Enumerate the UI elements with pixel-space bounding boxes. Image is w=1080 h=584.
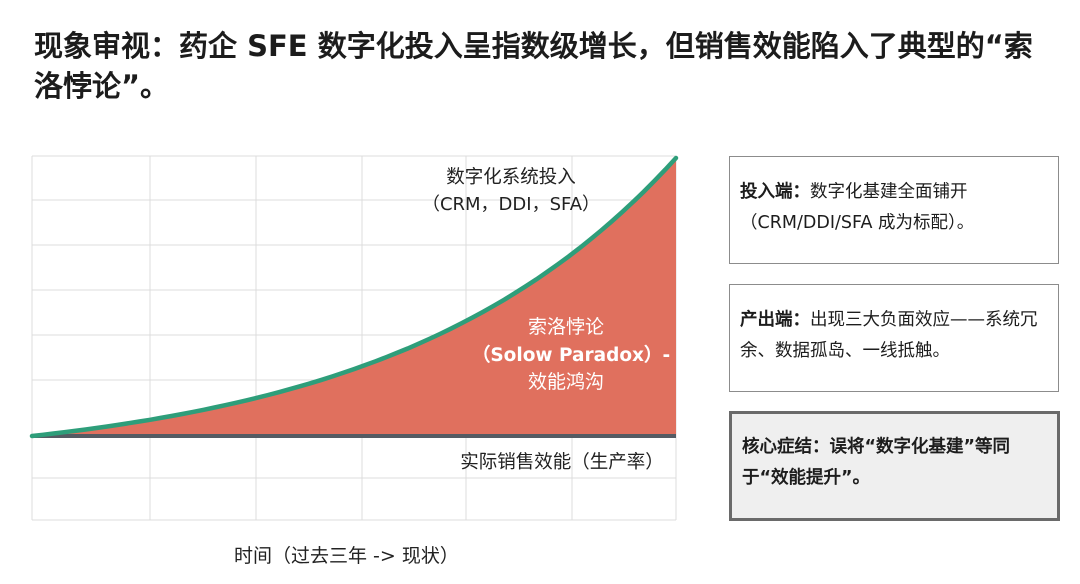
core-issue-card: 核心症结：误将“数字化基建”等同于“效能提升”。 <box>729 411 1060 521</box>
gap-annotation-line2: （Solow Paradox）- <box>472 344 670 366</box>
input-side-card: 投入端：数字化基建全面铺开（CRM/DDI/SFA 成为标配）。 <box>729 156 1059 264</box>
efficiency-gap-area <box>32 158 676 436</box>
efficiency-series-label: 实际销售效能（生产率） <box>460 452 664 473</box>
card-heading: 投入端： <box>740 182 810 202</box>
gap-annotation-line3: 效能鸿沟 <box>528 371 604 393</box>
card-body: 数字化基建全面铺开（CRM/DDI/SFA 成为标配）。 <box>740 182 975 233</box>
x-axis-label: 时间（过去三年 -> 现状） <box>234 545 459 567</box>
investment-series-label: 数字化系统投入 <box>446 167 576 188</box>
card-heading: 产出端： <box>740 310 810 330</box>
digital-investment-line <box>29 155 679 439</box>
output-side-card: 产出端：出现三大负面效应——系统冗余、数据孤岛、一线抵触。 <box>729 284 1059 392</box>
page-title: 现象审视：药企 SFE 数字化投入呈指数级增长，但销售效能陷入了典型的“索洛悖论… <box>34 29 1033 103</box>
investment-series-sublabel: （CRM，DDI，SFA） <box>422 194 600 215</box>
card-heading: 核心症结： <box>742 437 830 457</box>
card-body: 误将“数字化基建”等同于“效能提升”。 <box>742 437 1011 488</box>
gap-annotation-line1: 索洛悖论 <box>528 316 604 338</box>
card-body: 出现三大负面效应——系统冗余、数据孤岛、一线抵触。 <box>740 310 1038 361</box>
